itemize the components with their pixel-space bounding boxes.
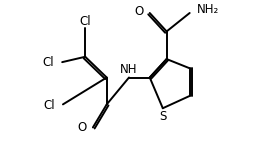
Text: Cl: Cl bbox=[79, 15, 91, 28]
Text: Cl: Cl bbox=[44, 99, 55, 112]
Text: NH: NH bbox=[120, 63, 138, 76]
Text: NH₂: NH₂ bbox=[197, 3, 219, 16]
Text: S: S bbox=[159, 110, 166, 123]
Text: O: O bbox=[134, 5, 144, 18]
Text: O: O bbox=[77, 121, 87, 134]
Text: Cl: Cl bbox=[43, 56, 54, 69]
